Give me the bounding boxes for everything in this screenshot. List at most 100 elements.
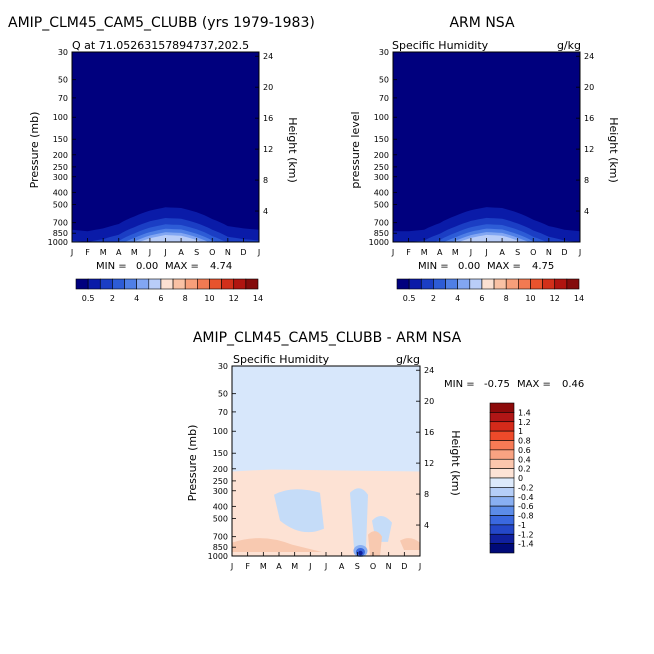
x-tick-label: A (276, 562, 282, 571)
y-tick-label: 50 (379, 76, 389, 85)
y-tick-label: 400 (374, 188, 389, 197)
y-tick-label: 300 (53, 173, 68, 182)
colorbar-swatch (489, 543, 515, 554)
colorbar-swatch (124, 278, 137, 290)
colorbar-swatch (433, 278, 446, 290)
y-tick-label: 100 (213, 427, 228, 436)
x-tick-label: J (469, 248, 472, 257)
y2-tick-label: 12 (424, 459, 434, 468)
colorbar-label: 0.5 (403, 294, 416, 303)
y-tick-label: 700 (53, 219, 68, 228)
colorbar-swatch (489, 468, 515, 479)
y2-tick-label: 8 (424, 490, 429, 499)
x-tick-label: M (260, 562, 267, 571)
x-tick-label: A (116, 248, 122, 257)
x-tick-label: A (178, 248, 184, 257)
colorbar-label: 14 (253, 294, 263, 303)
x-tick-label: J (391, 248, 394, 257)
x-tick-label: J (257, 248, 260, 257)
colorbar-label: 1 (518, 427, 523, 436)
colorbar-swatch (469, 278, 483, 290)
colorbar-swatch (481, 278, 495, 290)
x-tick-label: N (225, 248, 231, 257)
y2-tick-label: 4 (263, 207, 268, 216)
positive-patch (400, 538, 420, 550)
y-tick-label: 150 (53, 135, 68, 144)
panel1-colorbar: 0.5 2 4 6 8 10 12 14 (75, 278, 263, 303)
y-tick-label: 250 (53, 163, 68, 172)
panel2-ylabel: pressure level (349, 111, 362, 188)
colorbar-swatch (489, 477, 515, 488)
x-tick-label: D (240, 248, 246, 257)
colorbar-swatch (489, 421, 515, 432)
colorbar-swatch (489, 515, 515, 526)
panel3-max-label: MAX = (517, 379, 551, 390)
y-tick-label: 200 (213, 465, 228, 474)
colorbar-swatch (420, 278, 434, 290)
positive-patch (368, 531, 382, 556)
x-tick-label: M (452, 248, 459, 257)
colorbar-swatch (554, 278, 568, 290)
colorbar-swatch (457, 278, 471, 290)
colorbar-swatch (489, 449, 515, 460)
y-tick-label: 50 (218, 390, 228, 399)
y2-tick-label: 20 (424, 397, 434, 406)
x-tick-label: J (163, 248, 166, 257)
panel3-y2label: Height (km) (449, 430, 462, 496)
panel2-max-value: 4.75 (532, 261, 554, 272)
x-tick-label: N (546, 248, 552, 257)
y2-tick-label: 8 (584, 176, 589, 185)
colorbar-label: 2 (431, 294, 436, 303)
panel2-subtitle: Specific Humidity (392, 39, 489, 52)
panel2-plot: J F M A M J J A S O N D J305070100150200250300400500… (369, 48, 595, 257)
panel3-ylabel: Pressure (mb) (186, 425, 199, 502)
y-tick-label: 70 (58, 94, 68, 103)
colorbar-swatch (87, 278, 101, 290)
colorbar-swatch (489, 440, 515, 451)
colorbar-label: 6 (158, 294, 163, 303)
y2-tick-label: 4 (584, 207, 589, 216)
colorbar-label: 2 (110, 294, 115, 303)
y2-tick-label: 24 (584, 52, 594, 61)
colorbar-label: 0.6 (518, 446, 531, 455)
panel2-colorbar: 0.5 2 4 6 8 10 12 14 (396, 278, 584, 303)
panel3-title: AMIP_CLM45_CAM5_CLUBB - ARM NSA (193, 330, 462, 346)
negative-patch (274, 489, 324, 533)
panel3-colorbar: 1.41.210.80.60.40.20-0.2-0.4-0.6-0.8-1-1… (489, 402, 534, 554)
y2-tick-label: 8 (263, 176, 268, 185)
y2-tick-label: 24 (424, 366, 434, 375)
colorbar-label: 12 (229, 294, 239, 303)
colorbar-swatch (489, 458, 515, 469)
y-tick-label: 300 (374, 173, 389, 182)
colorbar-label: 0.5 (82, 294, 95, 303)
panel1-min-label: MIN = (96, 261, 127, 272)
colorbar-label: 8 (504, 294, 509, 303)
y2-tick-label: 4 (424, 521, 429, 530)
panel1-min-value: 0.00 (136, 261, 158, 272)
x-tick-label: J (578, 248, 581, 257)
panel1-subtitle: Q at 71.05263157894737,202.5 (72, 39, 249, 52)
x-tick-label: O (530, 248, 536, 257)
x-tick-label: M (291, 562, 298, 571)
panel2-max-label: MAX = (487, 261, 521, 272)
colorbar-label: 10 (525, 294, 535, 303)
y-tick-label: 250 (213, 477, 228, 486)
y2-tick-label: 20 (584, 83, 594, 92)
x-tick-label: F (245, 562, 250, 571)
negative-core (358, 550, 363, 556)
colorbar-label: 0 (518, 474, 523, 483)
y-tick-label: 30 (58, 48, 68, 57)
y-tick-label: 50 (58, 76, 68, 85)
panel2-units: g/kg (557, 39, 581, 52)
y2-tick-label: 16 (584, 114, 594, 123)
x-tick-label: J (70, 248, 73, 257)
panel1-plot: J F M A M J J A S O N D J305070100150200250300400500… (48, 48, 274, 257)
colorbar-swatch (489, 402, 515, 413)
y-tick-label: 200 (374, 151, 389, 160)
panel3-max-value: 0.46 (562, 379, 584, 390)
panel3-min-value: -0.75 (484, 379, 510, 390)
colorbar-swatch (148, 278, 162, 290)
y-tick-label: 500 (53, 200, 68, 209)
x-tick-label: J (418, 562, 421, 571)
